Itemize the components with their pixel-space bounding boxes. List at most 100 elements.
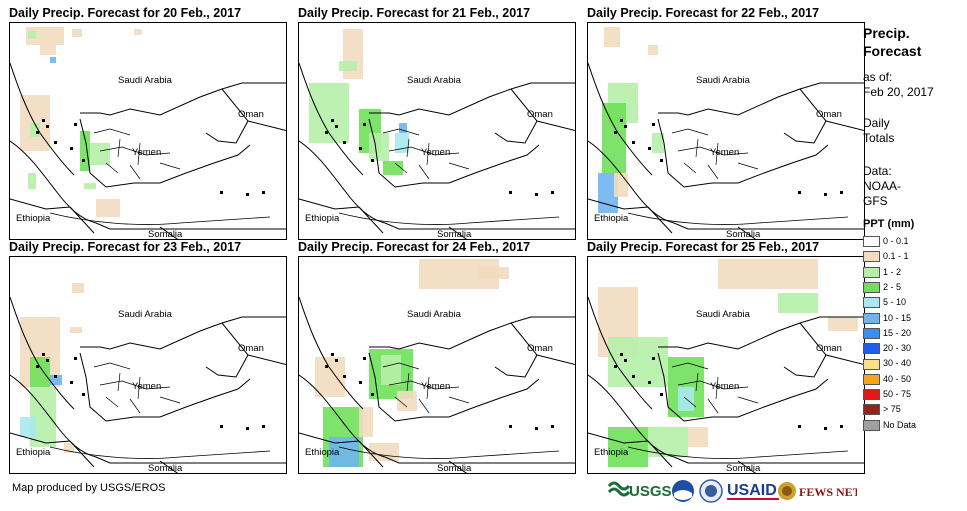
island-mark [36, 131, 39, 134]
island-mark [660, 393, 663, 396]
legend-swatch [863, 297, 880, 309]
precip-cell [828, 317, 858, 331]
boundary-line [368, 352, 540, 422]
asof-label: as of: [863, 70, 893, 84]
island-mark [335, 359, 338, 362]
precip-cell [343, 29, 363, 79]
forecast-panel-feb-20: Daily Precip. Forecast for 20 Feb., 2017… [9, 6, 287, 242]
precip-cell [718, 259, 818, 289]
boundary-line [382, 128, 470, 180]
island-mark [220, 425, 223, 428]
boundary-line [382, 362, 470, 414]
island-mark [46, 359, 49, 362]
precip-map: Saudi Arabia Oman Yemen Ethiopia Somalia [9, 256, 287, 474]
country-label-saudi-arabia: Saudi Arabia [696, 75, 750, 86]
country-label-somalia: Somalia [726, 229, 761, 240]
legend-swatch [863, 404, 880, 416]
boundary-line [10, 140, 286, 230]
country-label-ethiopia: Ethiopia [16, 447, 51, 458]
legend-swatch [863, 419, 880, 431]
precip-cell [652, 133, 664, 153]
legend-row: 5 - 10 [863, 297, 906, 310]
island-mark [620, 119, 623, 122]
island-mark [343, 375, 346, 378]
legend-row: 20 - 30 [863, 343, 911, 356]
legend-swatch [863, 358, 880, 370]
legend-row: > 75 [863, 404, 901, 417]
country-label-yemen: Yemen [421, 147, 451, 158]
legend-label: 20 - 30 [883, 343, 912, 354]
island-mark [220, 191, 223, 194]
legend-row: 50 - 75 [863, 389, 911, 402]
legend-title: PPT (mm) [863, 218, 915, 230]
boundary-line [588, 374, 864, 464]
legend-swatch [863, 343, 880, 355]
boundary-line [79, 118, 251, 188]
boundary-line [10, 432, 179, 473]
country-label-saudi-arabia: Saudi Arabia [696, 309, 750, 320]
precip-cell [479, 267, 509, 279]
boundary-line [588, 296, 653, 410]
island-mark [535, 193, 538, 196]
country-label-oman: Oman [816, 109, 842, 120]
precip-cell [381, 355, 401, 385]
fewsnet-logo-text: FEWS NET [799, 485, 857, 499]
island-mark [620, 353, 623, 356]
legend-row: No Data [863, 420, 916, 433]
country-label-ethiopia: Ethiopia [16, 213, 51, 224]
precip-cell [688, 427, 708, 447]
precip-cell [395, 133, 409, 153]
precip-cell [602, 103, 626, 173]
legend-label: 15 - 20 [883, 327, 912, 338]
usgs-logo: USGS [607, 481, 672, 500]
totals-line1: Daily [863, 116, 890, 130]
precip-cell [72, 29, 82, 37]
island-mark [82, 393, 85, 396]
island-mark [551, 191, 554, 194]
island-mark [624, 359, 627, 362]
map-canvas [10, 283, 286, 473]
forecast-panel-feb-22: Daily Precip. Forecast for 22 Feb., 2017… [587, 6, 865, 242]
precip-cell [614, 173, 628, 197]
country-label-somalia: Somalia [437, 463, 472, 474]
forecast-panel-feb-23: Daily Precip. Forecast for 23 Feb., 2017… [9, 240, 287, 476]
island-mark [614, 365, 617, 368]
legend-swatch [863, 236, 880, 248]
island-mark [551, 425, 554, 428]
asof-date: Feb 20, 2017 [863, 85, 934, 99]
noaa-logo [672, 480, 694, 502]
sidebar-title-line2: Forecast [863, 43, 922, 59]
precip-map: Saudi Arabia Oman Yemen Ethiopia Somalia [298, 22, 576, 240]
precip-cell [604, 27, 620, 47]
island-mark [509, 425, 512, 428]
island-mark [46, 125, 49, 128]
precip-cell [80, 131, 90, 171]
precip-map: Saudi Arabia Oman Yemen Ethiopia Somalia [298, 256, 576, 474]
island-mark [648, 147, 651, 150]
boundary-line [588, 62, 653, 176]
legend-swatch [863, 327, 880, 339]
precip-map: Saudi Arabia Oman Yemen Ethiopia Somalia [9, 22, 287, 240]
country-label-ethiopia: Ethiopia [594, 213, 629, 224]
country-label-saudi-arabia: Saudi Arabia [407, 309, 461, 320]
legend-swatch [863, 266, 880, 278]
panel-title: Daily Precip. Forecast for 23 Feb., 2017 [9, 240, 242, 254]
boundary-line [10, 374, 286, 464]
boundary-line [80, 88, 249, 144]
forecast-panel-feb-24: Daily Precip. Forecast for 24 Feb., 2017… [298, 240, 576, 476]
country-label-somalia: Somalia [726, 463, 761, 474]
legend-swatch [863, 282, 880, 294]
island-mark [359, 147, 362, 150]
legend-swatch [863, 251, 880, 263]
usgs-logo-text: USGS [629, 483, 672, 500]
precip-cell [397, 391, 417, 411]
data-line1: NOAA- [863, 179, 902, 193]
island-mark [363, 357, 366, 360]
boundary-line [588, 198, 757, 239]
legend-label: 10 - 15 [883, 312, 912, 323]
precip-cell [64, 443, 74, 453]
legend-sidebar: Precip. Forecast as of: Feb 20, 2017 Dai… [863, 24, 963, 432]
country-label-ethiopia: Ethiopia [305, 213, 340, 224]
precip-cell [778, 293, 818, 313]
precip-cell [30, 357, 50, 387]
